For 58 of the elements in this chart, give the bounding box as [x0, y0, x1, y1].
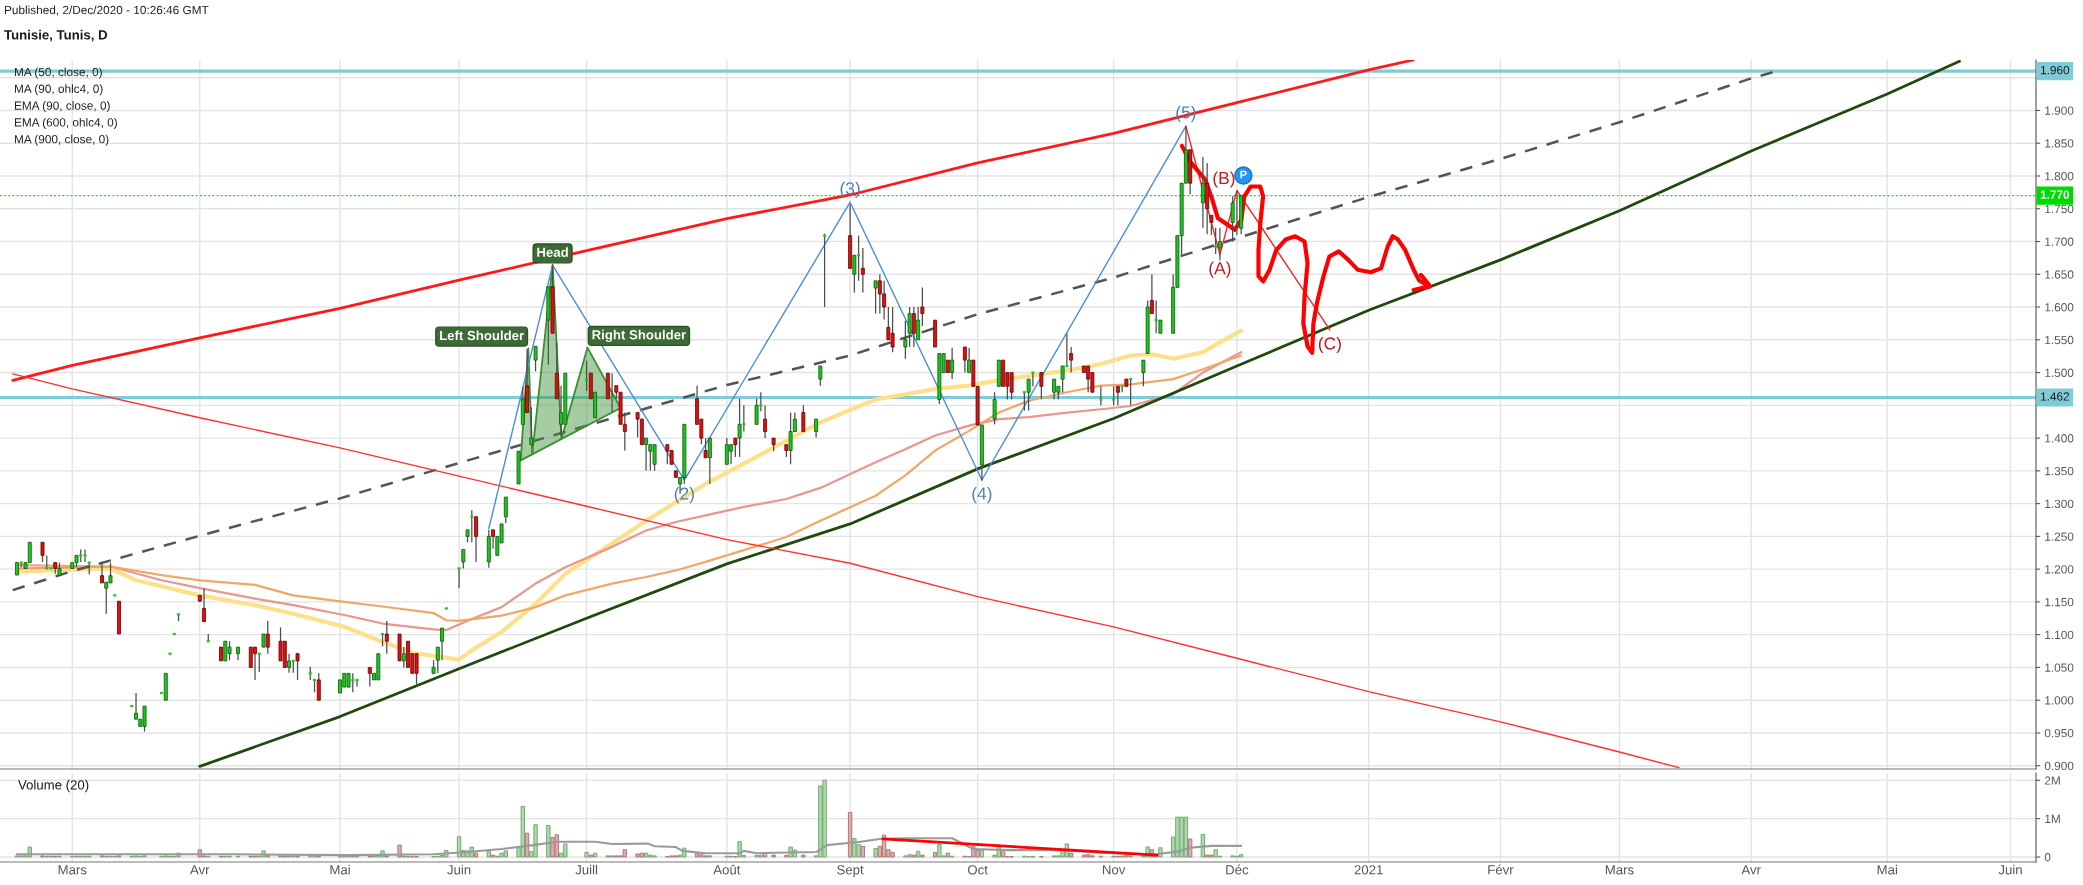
ref-line-label: 1.462: [2040, 392, 2070, 401]
chart-title: Volume (20): [18, 779, 89, 793]
annotation: Left Shoulder: [440, 330, 524, 341]
x-tick-label: Juin: [447, 864, 471, 875]
annotation: (B): [1213, 171, 1235, 188]
x-tick-label: Mai: [1877, 864, 1897, 875]
y-tick-label: 2M: [2044, 776, 2060, 785]
y-tick-label: 1.800: [2045, 172, 2074, 181]
y-tick-label: 1.150: [2045, 597, 2074, 607]
annotation: Head: [537, 247, 568, 257]
chart-title: Tunisie, Tunis, D: [4, 29, 108, 42]
y-tick-label: 1.900: [2045, 106, 2074, 115]
y-tick-label: 1.050: [2045, 663, 2074, 672]
annotation: (4): [972, 486, 992, 504]
ref-line-label: 1.770: [2040, 190, 2070, 199]
annotation: MA (90, ohlc4, 0): [14, 84, 103, 96]
y-tick-label: 1.650: [2045, 270, 2074, 279]
y-tick-label: 1M: [2045, 814, 2060, 823]
y-tick-label: 1.300: [2045, 499, 2074, 509]
annotation: EMA (600, ohlc4, 0): [14, 117, 117, 129]
x-tick-label: Sept: [837, 865, 864, 878]
y-tick-label: 1.500: [2045, 368, 2074, 377]
y-tick-label: 1.350: [2045, 466, 2074, 476]
y-tick-label: 0: [2044, 853, 2051, 862]
annotation: EMA (90, close, 0): [14, 101, 110, 113]
y-tick-label: 1.850: [2045, 139, 2074, 148]
y-tick-label: 0.950: [2044, 728, 2074, 738]
annotation: MA (50, close, 0): [14, 67, 102, 79]
x-tick-label: Déc: [1226, 864, 1249, 875]
y-tick-label: 1.250: [2045, 532, 2074, 541]
x-tick-label: Févr: [1488, 864, 1514, 875]
y-tick-label: 1.750: [2045, 204, 2074, 214]
annotation: (A): [1209, 261, 1231, 278]
y-tick-label: 1.550: [2045, 335, 2074, 345]
y-tick-label: 1.200: [2045, 565, 2074, 574]
x-tick-label: 2021: [1354, 865, 1383, 875]
ref-line-label: 1.960: [2040, 65, 2070, 75]
text: Published, 2/Dec/2020 - 10:26:46 GMT: [4, 5, 209, 16]
x-tick-label: Mai: [330, 864, 350, 875]
x-tick-label: Mars: [58, 865, 87, 875]
y-tick-label: 1.000: [2045, 696, 2074, 705]
x-tick-label: Juin: [1998, 864, 2022, 875]
x-tick-label: Mars: [1605, 865, 1634, 875]
annotation: (C): [1318, 336, 1341, 354]
x-tick-label: Avr: [190, 865, 210, 875]
annotation: MA (900, close, 0): [14, 134, 109, 146]
x-tick-label: Avr: [1741, 865, 1761, 875]
annotation: Right Shoulder: [592, 329, 686, 343]
x-tick-label: Juill: [575, 864, 598, 875]
annotation: P: [1240, 170, 1247, 179]
x-tick-label: Août: [713, 864, 741, 875]
x-tick-label: Nov: [1102, 865, 1126, 875]
y-tick-label: 0.900: [2044, 761, 2074, 771]
y-tick-label: 1.600: [2045, 303, 2074, 312]
y-tick-label: 1.700: [2045, 237, 2074, 246]
y-tick-label: 1.400: [2045, 434, 2074, 443]
y-tick-label: 1.100: [2045, 630, 2074, 640]
x-tick-label: Oct: [967, 865, 988, 875]
